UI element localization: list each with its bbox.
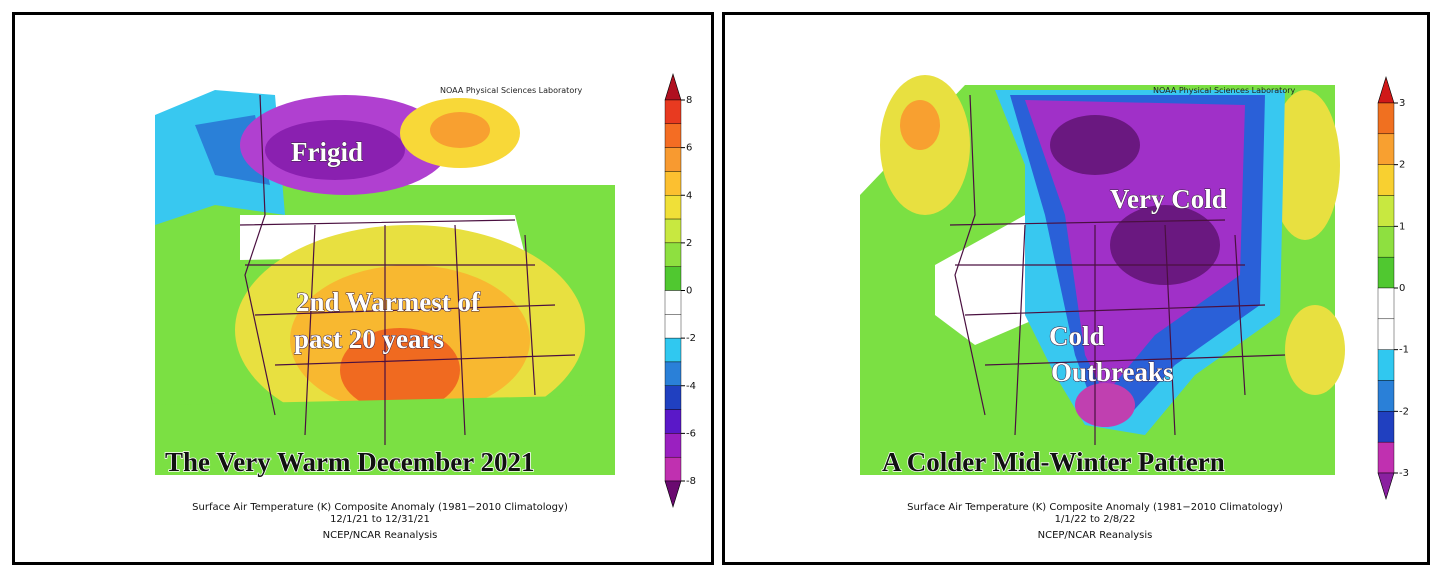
map-label: 2nd Warmest of	[296, 287, 481, 317]
caption: 1/1/22 to 2/8/22	[1055, 514, 1136, 525]
colorbar-label: 4	[686, 190, 692, 201]
colorbar-segment	[664, 314, 682, 339]
colorbar-label: 1	[1399, 221, 1405, 232]
colorbar-segment	[664, 456, 682, 482]
colorbar-segment	[1377, 287, 1395, 320]
colorbar-segment	[1377, 164, 1395, 196]
map-title: A Colder Mid-Winter Pattern	[882, 447, 1225, 477]
colorbar-segment	[664, 433, 682, 458]
colorbar-label: -3	[1399, 468, 1409, 479]
caption: NCEP/NCAR Reanalysis	[1038, 530, 1153, 541]
region	[430, 112, 490, 148]
map-label: Cold	[1049, 321, 1105, 351]
border	[949, 94, 1286, 445]
colorbar-label: 2	[1399, 160, 1405, 171]
region	[340, 328, 460, 412]
caption: Surface Air Temperature (K) Composite An…	[192, 502, 568, 513]
colorbar-label: -8	[686, 476, 696, 487]
colorbar-segment	[1377, 411, 1395, 443]
colorbar-segment	[664, 242, 682, 267]
colorbar-label: 3	[1399, 98, 1405, 109]
colorbar-segment	[664, 218, 682, 244]
map: NOAA Physical Sciences Laboratory Very C…	[860, 75, 1409, 541]
colorbar-segment	[664, 409, 682, 434]
colorbar-label: 8	[686, 95, 692, 106]
colorbar-label: -2	[1399, 406, 1409, 417]
region	[1075, 383, 1135, 427]
region	[1050, 115, 1140, 175]
colorbar-segment	[1377, 349, 1395, 381]
colorbar-label: 6	[686, 143, 692, 154]
colorbar-label: -6	[686, 428, 696, 439]
colorbar-segment	[664, 290, 682, 315]
map-label: past 20 years	[294, 324, 444, 354]
map-label: Very Cold	[1110, 184, 1227, 214]
colorbar-segment	[1377, 380, 1395, 412]
map-title: The Very Warm December 2021	[165, 447, 534, 477]
colorbar-label: -4	[686, 381, 696, 392]
colorbar-label: -2	[686, 333, 696, 344]
colorbar-arrow	[664, 480, 682, 509]
region	[265, 120, 405, 180]
border	[239, 94, 576, 445]
colorbar-segment	[664, 123, 682, 148]
colorbar-arrow	[664, 72, 682, 101]
map-label: Outbreaks	[1051, 357, 1174, 387]
colorbar-segment	[1377, 318, 1395, 350]
colorbar-label: 0	[686, 286, 692, 297]
colorbar-segment	[664, 337, 682, 363]
region	[1270, 90, 1340, 240]
colorbar-label: 0	[1399, 283, 1405, 294]
colorbar-segment	[1377, 226, 1395, 258]
colorbar: 3 2 1 0 -1 -2 -3	[1377, 75, 1409, 501]
colorbar-segment	[1377, 102, 1395, 135]
colorbar-segment	[664, 266, 682, 291]
colorbar-segment	[664, 147, 682, 172]
credit: NOAA Physical Sciences Laboratory	[1153, 86, 1296, 95]
caption: Surface Air Temperature (K) Composite An…	[907, 502, 1283, 513]
region	[1110, 205, 1220, 285]
map-label: Frigid	[291, 137, 363, 167]
colorbar-label: -1	[1399, 345, 1409, 356]
region	[900, 100, 940, 150]
caption: 12/1/21 to 12/31/21	[330, 514, 430, 525]
colorbar-segment	[664, 99, 682, 125]
colorbar-segment	[1377, 195, 1395, 227]
colorbar-arrow	[1377, 75, 1395, 104]
caption: NCEP/NCAR Reanalysis	[323, 530, 438, 541]
colorbar-label: 2	[686, 238, 692, 249]
colorbar-segment	[664, 361, 682, 386]
colorbar-segment	[664, 195, 682, 220]
map-panel: NOAA Physical Sciences Laboratory Frigid…	[12, 12, 714, 565]
region	[1285, 305, 1345, 395]
map: NOAA Physical Sciences Laboratory Frigid…	[155, 72, 696, 541]
credit: NOAA Physical Sciences Laboratory	[440, 86, 583, 95]
colorbar-segment	[1377, 441, 1395, 474]
colorbar-segment	[1377, 256, 1395, 289]
colorbar-segment	[664, 385, 682, 410]
colorbar: 8 6 4 2 0 -2 -4 -6 -8	[664, 72, 696, 509]
colorbar-segment	[1377, 133, 1395, 165]
colorbar-arrow	[1377, 472, 1395, 501]
colorbar-segment	[664, 171, 682, 196]
map-panel: NOAA Physical Sciences Laboratory Very C…	[722, 12, 1430, 565]
